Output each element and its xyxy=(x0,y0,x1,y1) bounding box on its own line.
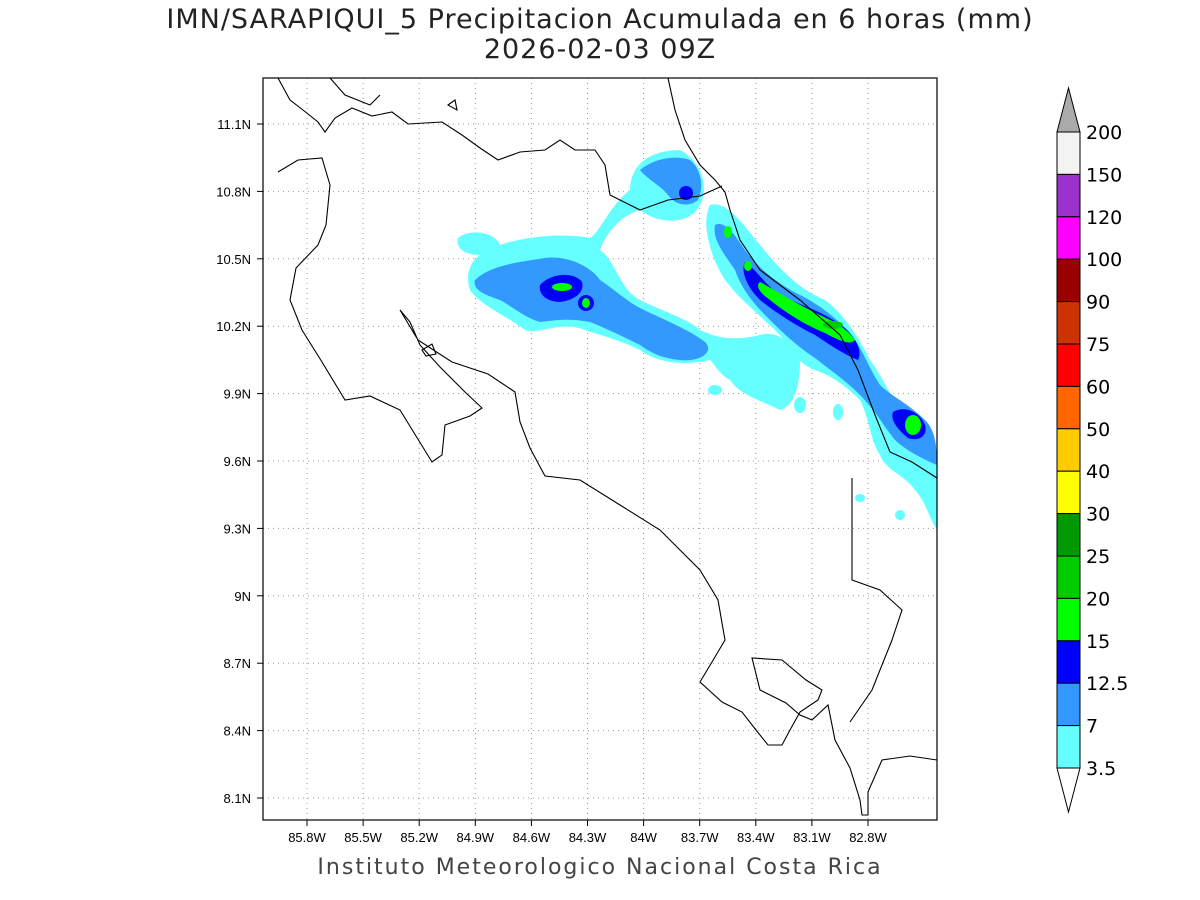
colorbar-swatch xyxy=(1056,428,1081,472)
lon-label: 84.6W xyxy=(513,830,551,845)
lat-label: 10.8N xyxy=(216,184,251,199)
precipitation-field xyxy=(457,150,937,530)
lat-label: 10.5N xyxy=(216,252,251,267)
colorbar-label: 100 xyxy=(1086,249,1122,271)
coastline-caribbean xyxy=(667,77,938,479)
precip-area-15 xyxy=(724,226,732,238)
lon-label: 85.8W xyxy=(288,830,326,845)
border-panama xyxy=(849,478,903,723)
colorbar-swatch xyxy=(1056,343,1081,387)
colorbar-label: 40 xyxy=(1086,461,1110,483)
latitude-labels: 11.1N 10.8N 10.5N 10.2N 9.9N 9.6N 9.3N 9N 8.7N 8.… xyxy=(216,117,263,806)
lon-label: 83.1W xyxy=(793,830,831,845)
coastline xyxy=(446,99,458,112)
precip-area-15 xyxy=(905,415,921,435)
colorbar-label: 90 xyxy=(1086,292,1110,314)
lat-label: 8.7N xyxy=(224,656,251,671)
colorbar-label: 12.5 xyxy=(1086,673,1128,695)
colorbar-swatch xyxy=(1056,640,1081,684)
precip-area-15 xyxy=(552,283,572,291)
colorbar-swatch xyxy=(1056,258,1081,303)
colorbar-swatch xyxy=(1056,301,1081,345)
lat-label: 10.2N xyxy=(216,319,251,334)
coastline xyxy=(329,77,381,106)
colorbar-swatch xyxy=(1056,385,1081,430)
lon-label: 85.5W xyxy=(344,830,382,845)
colorbar-label: 60 xyxy=(1086,376,1110,398)
colorbar-swatch xyxy=(1056,470,1081,515)
precip-area-3.5 xyxy=(457,150,800,410)
colorbar-label: 50 xyxy=(1086,419,1110,441)
coastline xyxy=(277,77,611,196)
colorbar: 200 150 120 100 90 75 60 50 40 30 25 20 15 12.5 7 3.5 xyxy=(1056,86,1128,814)
map-frame xyxy=(262,77,938,821)
lat-label: 8.1N xyxy=(224,791,251,806)
colorbar-label: 20 xyxy=(1086,588,1110,610)
lon-label: 82.8W xyxy=(849,830,887,845)
lon-label: 84W xyxy=(630,830,657,845)
coastline-pacific xyxy=(277,157,938,816)
colorbar-label: 7 xyxy=(1086,716,1098,738)
chart-subtitle: 2026-02-03 09Z xyxy=(483,34,717,65)
footer-credit: Instituto Meteorologico Nacional Costa R… xyxy=(317,855,883,880)
colorbar-label: 200 xyxy=(1086,122,1122,144)
precip-area-3.5 xyxy=(833,404,843,420)
precip-area-7 xyxy=(714,224,937,465)
lat-label: 9.3N xyxy=(224,521,251,536)
precip-area-15 xyxy=(744,261,752,271)
precip-area-3.5 xyxy=(708,385,722,395)
precip-area-20 xyxy=(823,321,843,329)
gridlines xyxy=(263,78,937,820)
lat-label: 9.6N xyxy=(224,454,251,469)
colorbar-over-triangle xyxy=(1056,86,1081,133)
colorbar-label: 15 xyxy=(1086,631,1110,653)
lat-label: 9N xyxy=(234,589,251,604)
lat-label: 11.1N xyxy=(217,117,251,132)
island xyxy=(421,343,437,357)
colorbar-swatch xyxy=(1056,173,1081,218)
longitude-labels: 85.8W 85.5W 85.2W 84.9W 84.6W 84.3W 84W 83.7W 83… xyxy=(288,820,888,845)
precip-area-3.5 xyxy=(855,494,865,502)
colorbar-label: 3.5 xyxy=(1086,758,1116,780)
chart-title: IMN/SARAPIQUI_5 Precipitacion Acumulada … xyxy=(166,4,1034,35)
colorbar-swatch xyxy=(1056,597,1081,642)
border-nicaragua xyxy=(609,185,723,211)
colorbar-swatch xyxy=(1056,131,1081,175)
precip-area-3.5 xyxy=(794,397,806,413)
lon-label: 85.2W xyxy=(400,830,438,845)
lat-label: 8.4N xyxy=(224,724,251,739)
coastlines xyxy=(277,77,938,816)
precip-area-12.5 xyxy=(679,186,693,200)
colorbar-label: 25 xyxy=(1086,546,1110,568)
colorbar-swatch xyxy=(1056,555,1081,599)
precip-area-15 xyxy=(582,298,590,308)
colorbar-under-triangle xyxy=(1056,767,1081,814)
colorbar-swatch xyxy=(1056,513,1081,557)
colorbar-swatch xyxy=(1056,725,1081,769)
lon-label: 84.3W xyxy=(569,830,607,845)
precip-area-3.5 xyxy=(895,510,905,520)
lat-label: 9.9N xyxy=(224,387,251,402)
colorbar-label: 120 xyxy=(1086,207,1122,229)
lon-label: 83.4W xyxy=(737,830,775,845)
lon-label: 83.7W xyxy=(681,830,719,845)
lon-label: 84.9W xyxy=(457,830,495,845)
colorbar-label: 30 xyxy=(1086,504,1110,526)
colorbar-swatch xyxy=(1056,216,1081,260)
colorbar-label: 75 xyxy=(1086,334,1110,356)
colorbar-swatch xyxy=(1056,682,1081,727)
colorbar-label: 150 xyxy=(1086,164,1122,186)
